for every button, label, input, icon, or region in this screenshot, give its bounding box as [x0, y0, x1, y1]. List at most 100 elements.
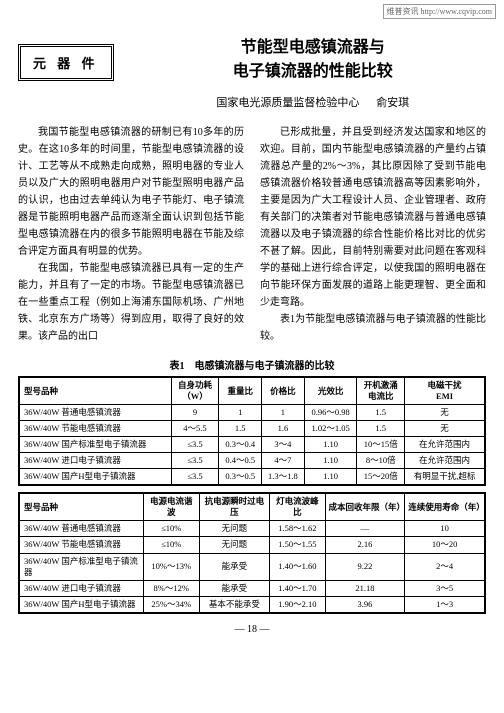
table-row: 36W/40W 国产标准型电子镇流器≤3.50.3～0.43～41.1010～1… [19, 437, 485, 453]
title-line-1: 节能型电感镇流器与 [241, 39, 385, 56]
table-header: 灯电流波峰比 [270, 493, 325, 521]
table-cell: 有明显干扰,超标 [405, 469, 485, 486]
table-cell: ≤3.5 [171, 437, 219, 453]
table-cell: 1 [219, 405, 262, 421]
table-cell: ≤3.5 [171, 469, 219, 486]
table-cell: 36W/40W 国产H型电子镇流器 [19, 469, 171, 486]
table-cell: 基本不能承受 [199, 596, 270, 613]
table-row: 36W/40W 国产H型电子镇流器25%～34%基本不能承受1.90～2.103… [19, 596, 485, 613]
section-label-box: 元 器 件 [18, 44, 114, 81]
article-title: 节能型电感镇流器与 电子镇流器的性能比较 [140, 36, 486, 84]
table-cell: 1.5 [357, 421, 405, 437]
table-cell: 1～3 [405, 596, 485, 613]
table-header: 开机激涌电流比 [357, 377, 405, 405]
table-row: 36W/40W 普通电感镇流器9110.96～0.981.5无 [19, 405, 485, 421]
table-cell: 0.3～0.5 [219, 469, 262, 486]
table-cell: — [325, 521, 405, 537]
table-cell: 10～20 [405, 537, 485, 553]
table-cell: ≤3.5 [171, 453, 219, 469]
table-cell: 1 [262, 405, 305, 421]
table-header: 电源电流谐波 [143, 493, 199, 521]
table-cell: 36W/40W 普通电感镇流器 [19, 405, 171, 421]
table-cell: ≤10% [143, 537, 199, 553]
table-row: 36W/40W 进口电子镇流器≤3.50.4～0.54～71.108～10倍在允… [19, 453, 485, 469]
table-header: 电磁干扰EMI [405, 377, 485, 405]
paragraph-2: 在我国，节能型电感镇流器已具有一定的生产能力，并且有了一定的市场。节能型电感镇流… [18, 260, 244, 345]
table-cell: 1.10 [304, 453, 357, 469]
page-number: — 18 — [18, 624, 486, 635]
table-cell: 8～10倍 [357, 453, 405, 469]
table-row: 36W/40W 节能电感镇流器≤10%无问题1.50～1.552.1610～20 [19, 537, 485, 553]
paragraph-3: 已形成批量，并且受到经济发达国家和地区的欢迎。目前，国内节能型电感镇流器的产量约… [260, 124, 486, 311]
table-cell: 3～5 [405, 580, 485, 596]
table-row: 36W/40W 国产标准型电子镇流器10%～13%能承受1.40～1.609.2… [19, 553, 485, 580]
table-cell: 1.40～1.70 [270, 580, 325, 596]
table-cell: 2.16 [325, 537, 405, 553]
author: 俞安琪 [376, 97, 409, 109]
paragraph-4: 表1为节能型电感镇流器与电子镇流器的性能比较。 [260, 311, 486, 345]
table-cell: 1.5 [219, 421, 262, 437]
table-cell: 3～4 [262, 437, 305, 453]
table-row: 36W/40W 节能电感镇流器4～5.51.51.61.02～1.051.5无 [19, 421, 485, 437]
table-cell: 1.10 [304, 437, 357, 453]
table-cell: 能承受 [199, 580, 270, 596]
table-cell: 无问题 [199, 521, 270, 537]
title-line-2: 电子镇流器的性能比较 [233, 63, 393, 80]
table-cell: 36W/40W 国产H型电子镇流器 [19, 596, 143, 613]
title-block: 节能型电感镇流器与 电子镇流器的性能比较 国家电光源质量监督检验中心 俞安琪 [140, 36, 486, 110]
table-cell: 1.90～2.10 [270, 596, 325, 613]
table-cell: 无问题 [199, 537, 270, 553]
table-header: 重量比 [219, 377, 262, 405]
table-cell: 25%～34% [143, 596, 199, 613]
table-header: 抗电源瞬时过电压 [199, 493, 270, 521]
table-cell: 0.4～0.5 [219, 453, 262, 469]
table-cell: 1.3～1.8 [262, 469, 305, 486]
table-cell: 36W/40W 进口电子镇流器 [19, 453, 171, 469]
table-row: 36W/40W 进口电子镇流器8%～12%能承受1.40～1.7021.183～… [19, 580, 485, 596]
table-cell: 36W/40W 国产标准型电子镇流器 [19, 553, 143, 580]
table-cell: 36W/40W 进口电子镇流器 [19, 580, 143, 596]
table-cell: 1.6 [262, 421, 305, 437]
table-row: 36W/40W 普通电感镇流器≤10%无问题1.58～1.62—10 [19, 521, 485, 537]
table-cell: ≤10% [143, 521, 199, 537]
table-cell: 在允许范围内 [405, 437, 485, 453]
body-text: 我国节能型电感镇流器的研制已有10多年的历史。在这10多年的时间里，节能型电感镇… [18, 124, 486, 349]
table-cell: 0.96～0.98 [304, 405, 357, 421]
table-cell: 0.3～0.4 [219, 437, 262, 453]
table-cell: 36W/40W 普通电感镇流器 [19, 521, 143, 537]
table-cell: 8%～12% [143, 580, 199, 596]
table-header: 成本回收年限（年） [325, 493, 405, 521]
table-cell: 无 [405, 405, 485, 421]
table-cell: 9 [171, 405, 219, 421]
table-cell: 10 [405, 521, 485, 537]
watermark: 维普资讯 http://www.cqvip.com [383, 4, 496, 19]
comparison-table-1: 型号品种自身功耗（W）重量比价格比光效比开机激涌电流比电磁干扰EMI 36W/4… [18, 376, 486, 486]
table-cell: 4～5.5 [171, 421, 219, 437]
table-cell: 21.18 [325, 580, 405, 596]
table-cell: 15～20倍 [357, 469, 405, 486]
table-header: 价格比 [262, 377, 305, 405]
table-cell: 10%～13% [143, 553, 199, 580]
table-cell: 9.22 [325, 553, 405, 580]
table-header: 连续使用寿命（年） [405, 493, 485, 521]
table-cell: 能承受 [199, 553, 270, 580]
subtitle-row: 国家电光源质量监督检验中心 俞安琪 [140, 94, 486, 110]
table-header: 型号品种 [19, 493, 143, 521]
table-cell: 1.02～1.05 [304, 421, 357, 437]
table-row: 36W/40W 国产H型电子镇流器≤3.50.3～0.51.3～1.81.101… [19, 469, 485, 486]
comparison-table-2: 型号品种电源电流谐波抗电源瞬时过电压灯电流波峰比成本回收年限（年）连续使用寿命（… [18, 492, 486, 613]
table-cell: 1.58～1.62 [270, 521, 325, 537]
table-header: 光效比 [304, 377, 357, 405]
table-cell: 1.10 [304, 469, 357, 486]
table-cell: 1.50～1.55 [270, 537, 325, 553]
table-cell: 4～7 [262, 453, 305, 469]
table-header: 型号品种 [19, 377, 171, 405]
table-cell: 1.40～1.60 [270, 553, 325, 580]
table-cell: 2～4 [405, 553, 485, 580]
table-header: 自身功耗（W） [171, 377, 219, 405]
table-cell: 3.96 [325, 596, 405, 613]
table-cell: 36W/40W 节能电感镇流器 [19, 421, 171, 437]
table-cell: 36W/40W 国产标准型电子镇流器 [19, 437, 171, 453]
institution: 国家电光源质量监督检验中心 [216, 97, 359, 109]
paragraph-1: 我国节能型电感镇流器的研制已有10多年的历史。在这10多年的时间里，节能型电感镇… [18, 124, 244, 260]
